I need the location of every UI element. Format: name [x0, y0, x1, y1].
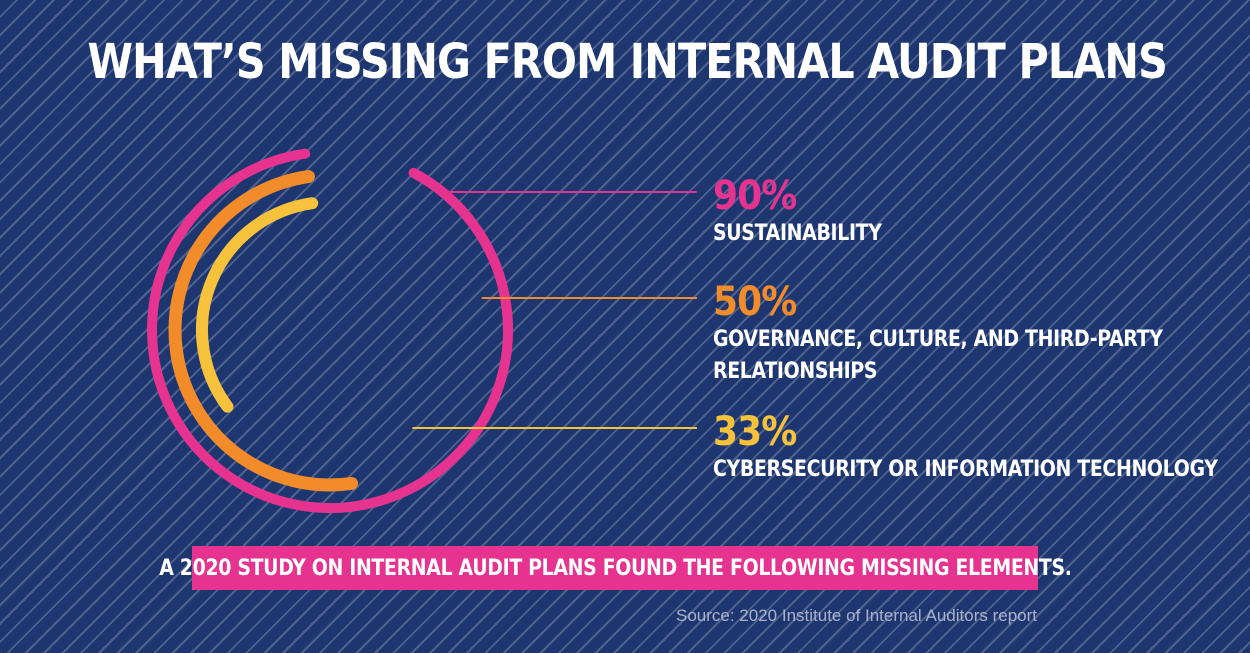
label-block-cybersecurity: 33% CYBERSECURITY OR INFORMATION TECHNOL… [713, 410, 1250, 486]
source-note: Source: 2020 Institute of Internal Audit… [676, 606, 1037, 625]
label-block-sustainability: 90% SUSTAINABILITY [713, 174, 909, 250]
page-title: WHAT’S MISSING FROM INTERNAL AUDIT PLANS [87, 34, 1168, 90]
value-label-cybersecurity: 33% [713, 409, 797, 455]
category-label-cybersecurity: CYBERSECURITY OR INFORMATION TECHNOLOGY [713, 457, 1218, 482]
radial-bar-governance [168, 170, 359, 492]
radial-bar-cybersecurity [196, 197, 319, 413]
label-block-governance: 50% GOVERNANCE, CULTURE, AND THIRD-PARTY… [713, 280, 1236, 388]
value-label-governance: 50% [713, 279, 797, 325]
value-label-sustainability: 90% [713, 173, 797, 219]
banner-text: A 2020 STUDY ON INTERNAL AUDIT PLANS FOU… [158, 555, 1072, 581]
category-label-governance-line-1: GOVERNANCE, CULTURE, AND THIRD-PARTY [713, 327, 1163, 352]
category-label-sustainability: SUSTAINABILITY [713, 221, 882, 246]
study-banner: A 2020 STUDY ON INTERNAL AUDIT PLANS FOU… [159, 546, 1072, 590]
category-label-governance-line-2: RELATIONSHIPS [713, 359, 878, 384]
